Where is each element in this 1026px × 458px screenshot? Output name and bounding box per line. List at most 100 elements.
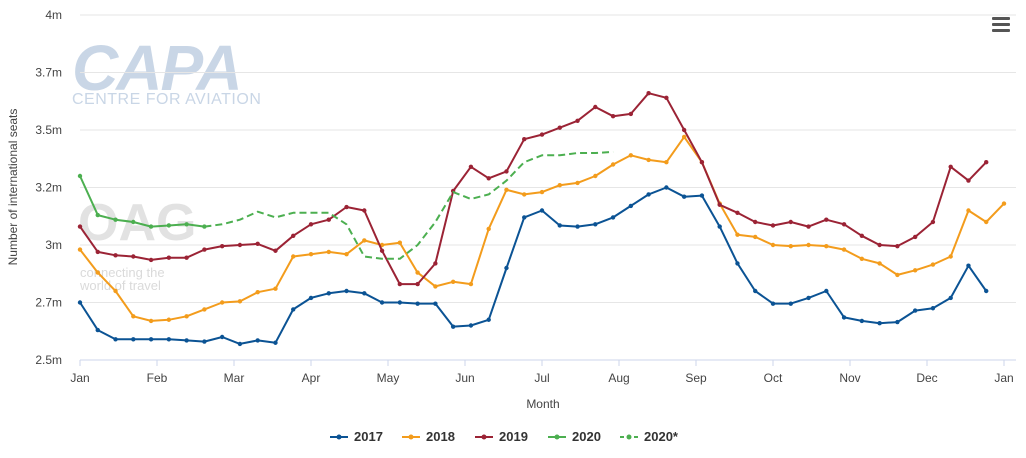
x-tick-label: Oct <box>764 371 783 385</box>
x-tick-label: Mar <box>224 371 245 385</box>
data-point <box>504 265 509 271</box>
menu-bar <box>992 23 1010 26</box>
legend-label: 2019 <box>499 429 528 444</box>
data-point <box>966 263 971 268</box>
data-point <box>877 242 882 248</box>
series-2020 <box>77 173 207 229</box>
data-point <box>184 338 189 343</box>
data-point <box>291 307 296 312</box>
x-tick-label: Apr <box>302 371 321 385</box>
data-point <box>148 318 154 324</box>
data-point <box>770 223 776 228</box>
data-point <box>806 295 811 301</box>
data-point <box>664 185 669 190</box>
series-2020* <box>204 150 614 260</box>
data-point <box>895 243 900 249</box>
data-point <box>984 288 989 294</box>
data-point <box>219 334 225 340</box>
data-point <box>877 261 882 266</box>
data-point <box>273 340 278 345</box>
data-point <box>717 202 722 207</box>
data-point <box>77 173 83 179</box>
data-point <box>930 306 936 311</box>
data-point <box>433 301 438 306</box>
y-axis-title: Number of international seats <box>6 109 20 266</box>
series-2018 <box>77 134 1007 324</box>
data-point <box>95 270 100 275</box>
data-point <box>735 261 740 266</box>
data-point <box>362 291 367 296</box>
data-point <box>575 118 580 124</box>
data-point <box>717 224 722 229</box>
series-2017 <box>77 185 989 347</box>
watermark: CAPA CENTRE FOR AVIATION OAG connecting … <box>72 32 261 293</box>
y-tick-label: 4m <box>45 8 62 22</box>
data-point <box>557 183 562 188</box>
series-group <box>77 91 1007 347</box>
data-point <box>450 279 456 284</box>
data-point <box>450 324 456 329</box>
data-point <box>255 338 260 343</box>
legend-marker <box>554 434 560 440</box>
legend-item-2019[interactable]: 2019 <box>475 429 528 444</box>
data-point <box>681 134 687 140</box>
data-point <box>575 224 580 229</box>
legend-item-2018[interactable]: 2018 <box>402 429 455 444</box>
data-point <box>610 162 616 167</box>
hamburger-menu-icon[interactable] <box>992 17 1010 33</box>
legend-label: 2018 <box>426 429 455 444</box>
legend-item-2017[interactable]: 2017 <box>330 429 383 444</box>
data-point <box>255 241 260 247</box>
data-point <box>344 252 349 257</box>
data-point <box>95 249 100 255</box>
data-point <box>806 242 811 248</box>
data-point <box>824 288 829 294</box>
data-point <box>610 215 616 220</box>
data-point <box>912 268 918 273</box>
data-point <box>699 193 705 198</box>
data-point <box>308 252 314 257</box>
x-tick-label: Nov <box>839 371 860 385</box>
data-point <box>841 222 847 227</box>
data-point <box>753 234 758 240</box>
series-line-2019 <box>79 92 987 286</box>
data-point <box>237 341 243 347</box>
data-point <box>646 157 651 163</box>
x-tick-label: Feb <box>147 371 168 385</box>
data-point <box>113 288 118 294</box>
data-point <box>770 301 776 306</box>
data-point <box>184 222 189 227</box>
data-point <box>95 212 100 218</box>
data-point <box>930 219 936 225</box>
data-point <box>113 217 118 222</box>
data-point <box>184 255 189 260</box>
data-point <box>788 243 793 249</box>
x-tick-label: May <box>377 371 400 385</box>
menu-bar <box>992 29 1010 32</box>
data-point <box>131 219 136 225</box>
data-point <box>859 318 865 324</box>
data-point <box>397 281 403 287</box>
x-axis-ticks: Jan Feb Mar Apr May Jun Jul Aug Sep Oct Nov Dec Jan <box>70 360 1014 385</box>
data-point <box>912 308 918 313</box>
legend-marker <box>626 434 632 440</box>
x-tick-label: Jun <box>455 371 474 385</box>
data-point <box>557 223 562 228</box>
data-point <box>699 160 705 165</box>
data-point <box>735 210 740 215</box>
data-point <box>148 224 154 229</box>
data-point <box>664 160 669 165</box>
data-point <box>166 255 172 260</box>
capa-logo-subtitle: CENTRE FOR AVIATION <box>72 91 261 108</box>
legend-item-2020*[interactable]: 2020* <box>620 429 679 444</box>
data-point <box>1001 201 1007 206</box>
data-point <box>219 243 225 249</box>
legend-item-2020[interactable]: 2020 <box>548 429 601 444</box>
data-point <box>202 307 207 312</box>
data-point <box>308 295 314 301</box>
data-point <box>610 114 616 119</box>
y-tick-label: 3.2m <box>35 181 62 195</box>
x-tick-label: Sep <box>685 371 707 385</box>
legend-label: 2017 <box>354 429 383 444</box>
